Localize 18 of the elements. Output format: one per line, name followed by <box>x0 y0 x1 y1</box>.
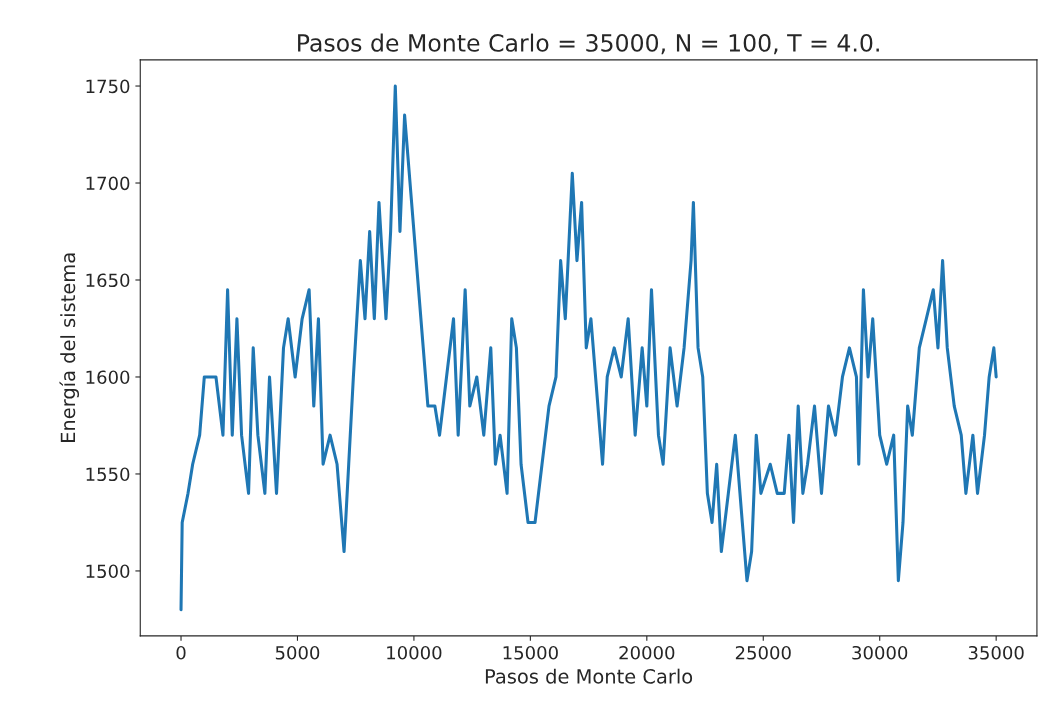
x-tick-label: 20000 <box>619 645 675 660</box>
x-tick-label: 15000 <box>503 645 558 660</box>
y-tick-label: 1550 <box>86 467 130 482</box>
chart-title: Pasos de Monte Carlo = 35000, N = 100, T = 4.0. <box>298 33 879 55</box>
y-axis-title: Energía del sistema <box>59 253 80 443</box>
y-tick-label: 1650 <box>86 273 130 288</box>
x-tick-label: 35000 <box>968 645 1024 660</box>
x-tick-label: 0 <box>176 645 186 660</box>
y-tick-label: 1700 <box>86 176 130 191</box>
line-series <box>179 84 998 612</box>
y-tick-label: 1750 <box>86 79 130 94</box>
x-tick-label: 10000 <box>387 645 442 660</box>
y-tick-label: 1600 <box>86 370 130 385</box>
x-tick-label: 30000 <box>852 645 908 660</box>
x-tick-label: 25000 <box>735 645 791 660</box>
x-axis-title: Pasos de Monte Carlo <box>485 668 693 684</box>
x-tick-label: 5000 <box>275 645 320 660</box>
y-tick-label: 1500 <box>86 564 130 579</box>
